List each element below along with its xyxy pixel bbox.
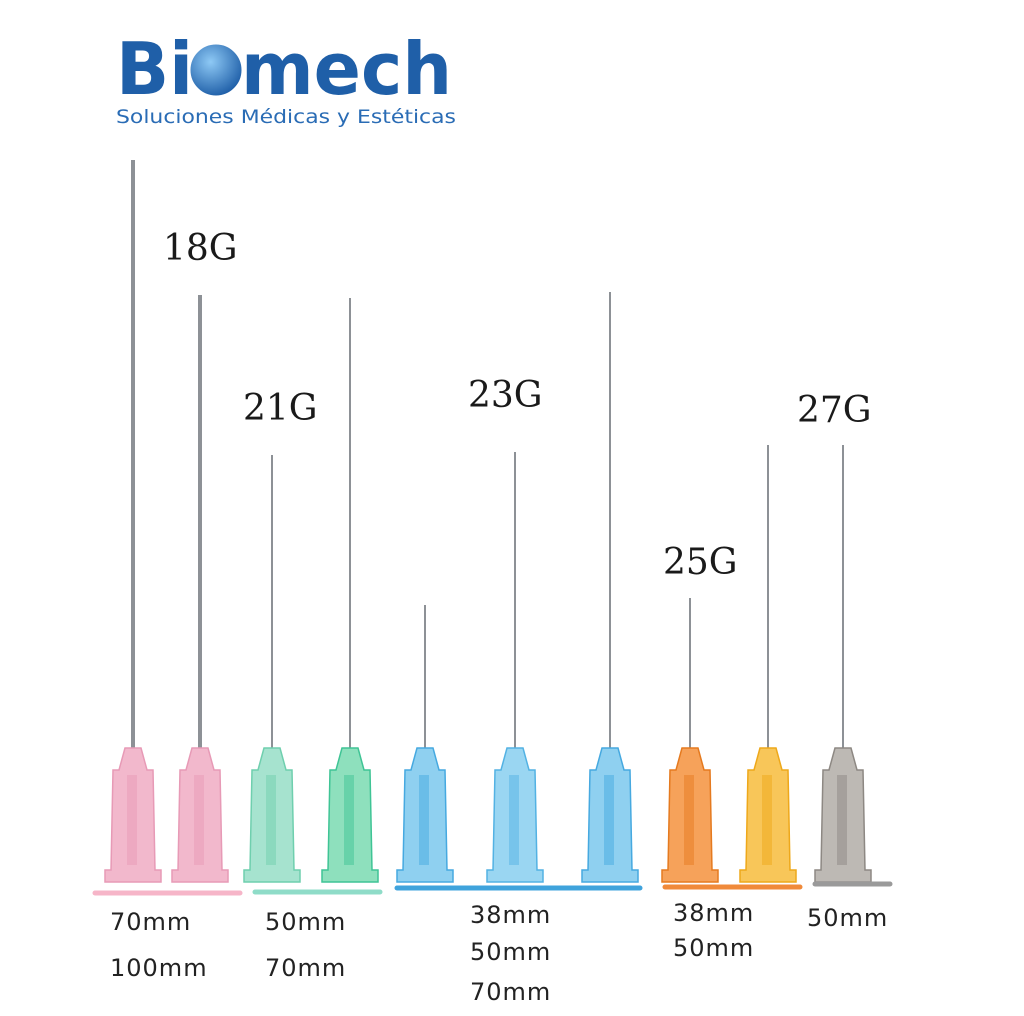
hub-shade — [837, 775, 847, 865]
length-label: 38mm — [470, 901, 551, 929]
hub-shade — [509, 775, 519, 865]
hub-shade — [194, 775, 204, 865]
gauge-label: 18G — [163, 228, 238, 269]
gauge-label: 25G — [663, 542, 738, 583]
gauge-label: 23G — [468, 375, 543, 416]
length-label: 50mm — [807, 904, 888, 932]
hub-shade — [604, 775, 614, 865]
needles — [104, 160, 872, 883]
hub-shade — [762, 775, 772, 865]
length-label: 50mm — [673, 934, 754, 962]
gauge-label: 21G — [243, 388, 318, 429]
tagline: Soluciones Médicas y Estéticas — [116, 106, 456, 128]
length-label: 70mm — [110, 908, 191, 936]
length-label: 50mm — [470, 938, 551, 966]
hub-shade — [684, 775, 694, 865]
length-label: 50mm — [265, 908, 346, 936]
hub-shade — [344, 775, 354, 865]
gauge-label: 27G — [797, 390, 872, 431]
globe-icon — [187, 41, 245, 99]
brand: Biomech — [116, 27, 452, 111]
length-label: 70mm — [265, 954, 346, 982]
hub-shade — [127, 775, 137, 865]
length-label: 70mm — [470, 978, 551, 1006]
length-label: 100mm — [110, 954, 208, 982]
hub-shade — [419, 775, 429, 865]
hub-shade — [266, 775, 276, 865]
length-label: 38mm — [673, 899, 754, 927]
